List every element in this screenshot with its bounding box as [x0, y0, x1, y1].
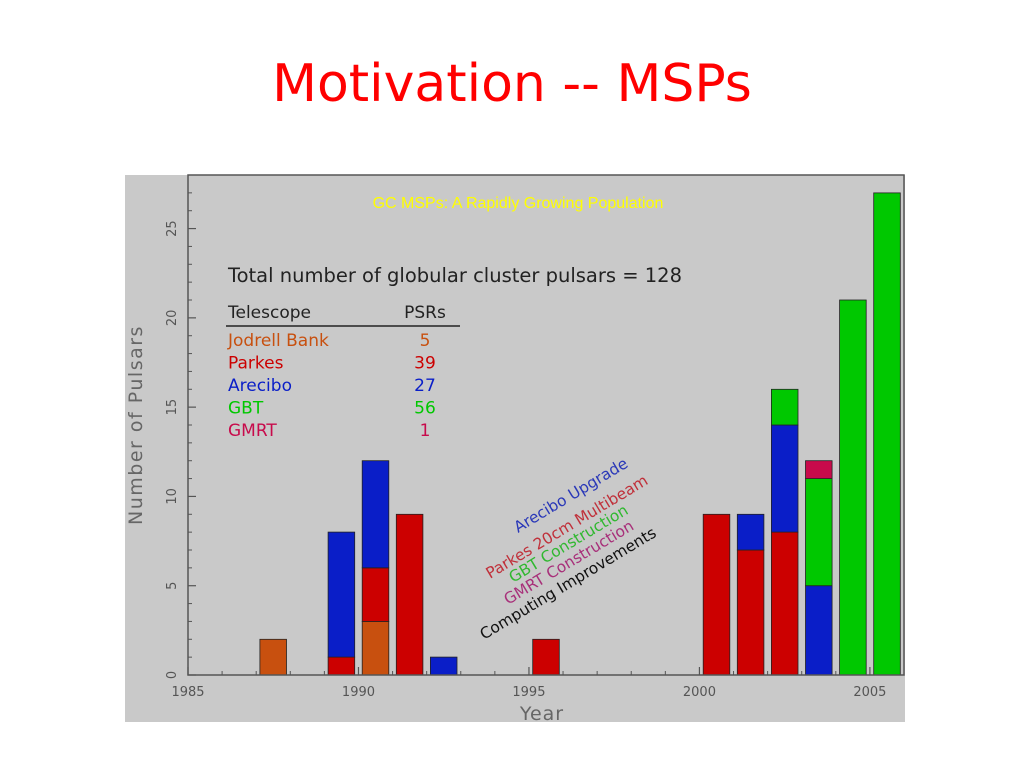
table-header-telescope: Telescope	[227, 303, 311, 323]
bar-segment-6-0	[702, 513, 731, 676]
y-tick-label-1: 5	[165, 582, 180, 590]
table-row-telescope-2: Arecibo	[228, 376, 292, 396]
bar-segment-0-0	[259, 638, 287, 676]
bar-segment-4-0	[429, 656, 458, 676]
bar-segment-9-1	[805, 478, 833, 587]
bar-segment-8-0	[771, 531, 799, 676]
x-tick-label-2: 1995	[512, 685, 545, 700]
y-tick-label-0: 0	[165, 671, 180, 679]
bar-segment-7-1	[736, 513, 765, 551]
bar-segment-8-2	[771, 388, 799, 426]
y-tick-label-5: 25	[165, 220, 180, 237]
bar-segment-3-0	[395, 513, 424, 676]
bar-segment-11-0	[873, 192, 901, 676]
slide-title: Motivation -- MSPs	[272, 54, 752, 114]
bar-segment-1-0	[327, 656, 356, 676]
bar-segment-8-1	[771, 424, 799, 533]
bar-segment-10-0	[839, 299, 867, 676]
bar-segment-5-0	[532, 638, 560, 676]
x-axis-label: Year	[519, 703, 564, 725]
bar-segment-9-0	[805, 585, 833, 676]
y-tick-label-3: 15	[165, 399, 180, 416]
table-row-telescope-0: Jodrell Bank	[227, 331, 329, 351]
table-row-telescope-1: Parkes	[228, 354, 284, 374]
bars-layer	[259, 192, 901, 676]
total-annotation: Total number of globular cluster pulsars…	[227, 264, 682, 287]
table-row-telescope-4: GMRT	[228, 421, 277, 441]
x-tick-label-1: 1990	[342, 685, 375, 700]
x-tick-label-3: 2000	[683, 685, 716, 700]
bar-segment-1-1	[327, 531, 356, 658]
table-row-psrs-0: 5	[420, 331, 431, 351]
bar-segment-2-0	[361, 621, 390, 676]
table-header-psrs: PSRs	[404, 303, 446, 323]
y-axis-label: Number of Pulsars	[125, 325, 147, 525]
telescope-table: Telescope PSRs Jodrell Bank 5 Parkes 39 Arec…	[226, 303, 460, 441]
bar-segment-2-2	[361, 460, 390, 569]
table-row-psrs-2: 27	[414, 376, 436, 396]
table-row-psrs-4: 1	[420, 421, 431, 441]
y-tick-label-2: 10	[165, 488, 180, 505]
table-row-telescope-3: GBT	[228, 399, 264, 419]
bar-segment-7-0	[736, 549, 765, 676]
x-tick-label-4: 2005	[853, 685, 886, 700]
chart-title: GC MSPs: A Rapidly Growing Population	[373, 195, 664, 212]
total-text: Total number of globular cluster pulsars…	[227, 264, 682, 287]
y-tick-label-4: 20	[165, 310, 180, 327]
x-tick-label-0: 1985	[171, 685, 204, 700]
bar-segment-2-1	[361, 567, 390, 622]
table-row-psrs-1: 39	[414, 354, 436, 374]
bar-segment-9-2	[805, 460, 833, 480]
table-row-psrs-3: 56	[414, 399, 436, 419]
